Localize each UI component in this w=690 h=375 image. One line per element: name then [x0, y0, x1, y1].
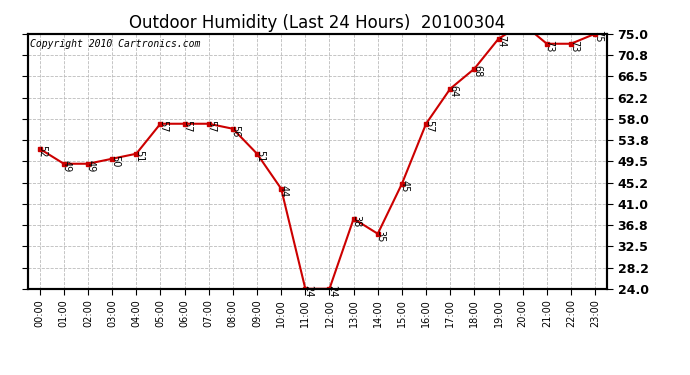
Title: Outdoor Humidity (Last 24 Hours)  20100304: Outdoor Humidity (Last 24 Hours) 2010030… — [129, 14, 506, 32]
Text: 35: 35 — [375, 230, 386, 242]
Text: 56: 56 — [230, 124, 241, 137]
Text: 73: 73 — [544, 40, 555, 52]
Text: 24: 24 — [327, 285, 337, 297]
Text: 73: 73 — [569, 40, 579, 52]
Text: 44: 44 — [279, 184, 289, 197]
Text: 49: 49 — [61, 160, 72, 172]
Text: 51: 51 — [255, 150, 265, 162]
Text: 57: 57 — [206, 120, 217, 132]
Text: 50: 50 — [110, 154, 120, 167]
Text: 49: 49 — [86, 160, 96, 172]
Text: 57: 57 — [182, 120, 193, 132]
Text: 68: 68 — [472, 64, 482, 77]
Text: Copyright 2010 Cartronics.com: Copyright 2010 Cartronics.com — [30, 39, 201, 49]
Text: 45: 45 — [400, 180, 410, 192]
Text: 24: 24 — [303, 285, 313, 297]
Text: 51: 51 — [134, 150, 144, 162]
Text: 57: 57 — [424, 120, 434, 132]
Text: 74: 74 — [496, 34, 506, 47]
Text: 77: 77 — [0, 374, 1, 375]
Text: 75: 75 — [593, 30, 603, 42]
Text: 64: 64 — [448, 85, 458, 97]
Text: 57: 57 — [158, 120, 168, 132]
Text: 38: 38 — [351, 214, 362, 227]
Text: 52: 52 — [37, 145, 48, 157]
